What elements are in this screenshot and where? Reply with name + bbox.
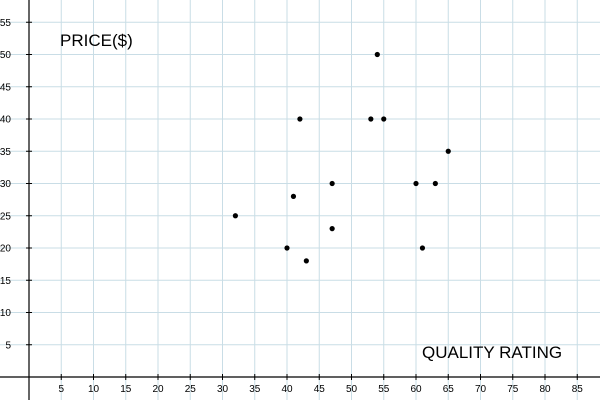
x-tick-label: 60 <box>410 384 422 395</box>
y-axis-title: PRICE($) <box>60 31 133 50</box>
x-tick-label: 20 <box>152 384 164 395</box>
data-point <box>297 116 303 122</box>
y-tick-labels: 5 10 15 20 25 30 35 40 45 50 55 <box>0 18 11 352</box>
data-point <box>329 180 335 187</box>
x-tick-label: 35 <box>249 384 261 395</box>
data-point <box>290 193 297 199</box>
y-tick-label: 55 <box>0 18 11 29</box>
x-tick-label: 40 <box>281 384 293 395</box>
data-point <box>303 258 309 264</box>
x-tick-label: 45 <box>314 384 326 395</box>
x-tick-label: 75 <box>507 384 519 395</box>
y-tick-label: 10 <box>0 308 11 319</box>
x-tick-labels: 5 10 15 20 25 30 35 40 45 50 55 60 65 70 75 80 85 <box>58 384 583 395</box>
x-tick-label: 10 <box>88 384 100 395</box>
data-point <box>368 116 374 122</box>
y-tick-label: 30 <box>0 179 11 190</box>
y-tick-label: 50 <box>0 50 11 61</box>
data-point <box>413 180 419 187</box>
x-tick-label: 15 <box>120 384 132 395</box>
x-tick-label: 85 <box>572 384 584 395</box>
x-tick-label: 25 <box>185 384 197 395</box>
x-axis-title: QUALITY RATING <box>422 343 562 362</box>
data-point <box>329 226 335 232</box>
data-points <box>232 51 451 264</box>
y-tick-label: 25 <box>0 211 11 222</box>
y-tick-label: 40 <box>0 115 11 126</box>
x-tick-label: 5 <box>58 384 64 395</box>
x-tick-label: 65 <box>443 384 455 395</box>
y-tick-label: 20 <box>0 244 11 255</box>
x-tick-label: 55 <box>378 384 390 395</box>
data-point <box>381 116 387 122</box>
y-tick-label: 35 <box>0 147 11 158</box>
data-point <box>374 51 380 58</box>
data-point <box>232 213 238 219</box>
y-tick-label: 5 <box>5 340 11 351</box>
data-point <box>445 148 451 154</box>
x-tick-label: 70 <box>475 384 487 395</box>
x-tick-label: 50 <box>346 384 358 395</box>
x-tick-label: 30 <box>217 384 229 395</box>
data-point <box>284 245 290 251</box>
data-point <box>419 245 426 251</box>
data-point <box>432 180 438 187</box>
y-tick-label: 15 <box>0 276 11 287</box>
y-tick-label: 45 <box>0 82 11 93</box>
x-tick-label: 80 <box>539 384 551 395</box>
